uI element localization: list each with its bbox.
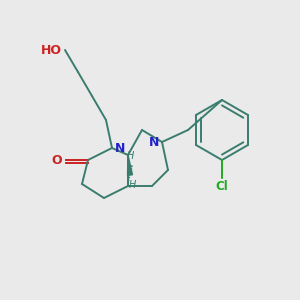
Text: N: N (148, 136, 159, 148)
Text: HO: HO (41, 44, 62, 56)
Text: N: N (115, 142, 125, 154)
Text: H: H (128, 180, 136, 190)
Text: O: O (51, 154, 62, 166)
Polygon shape (128, 155, 133, 175)
Text: H: H (126, 151, 134, 161)
Text: Cl: Cl (216, 180, 228, 193)
